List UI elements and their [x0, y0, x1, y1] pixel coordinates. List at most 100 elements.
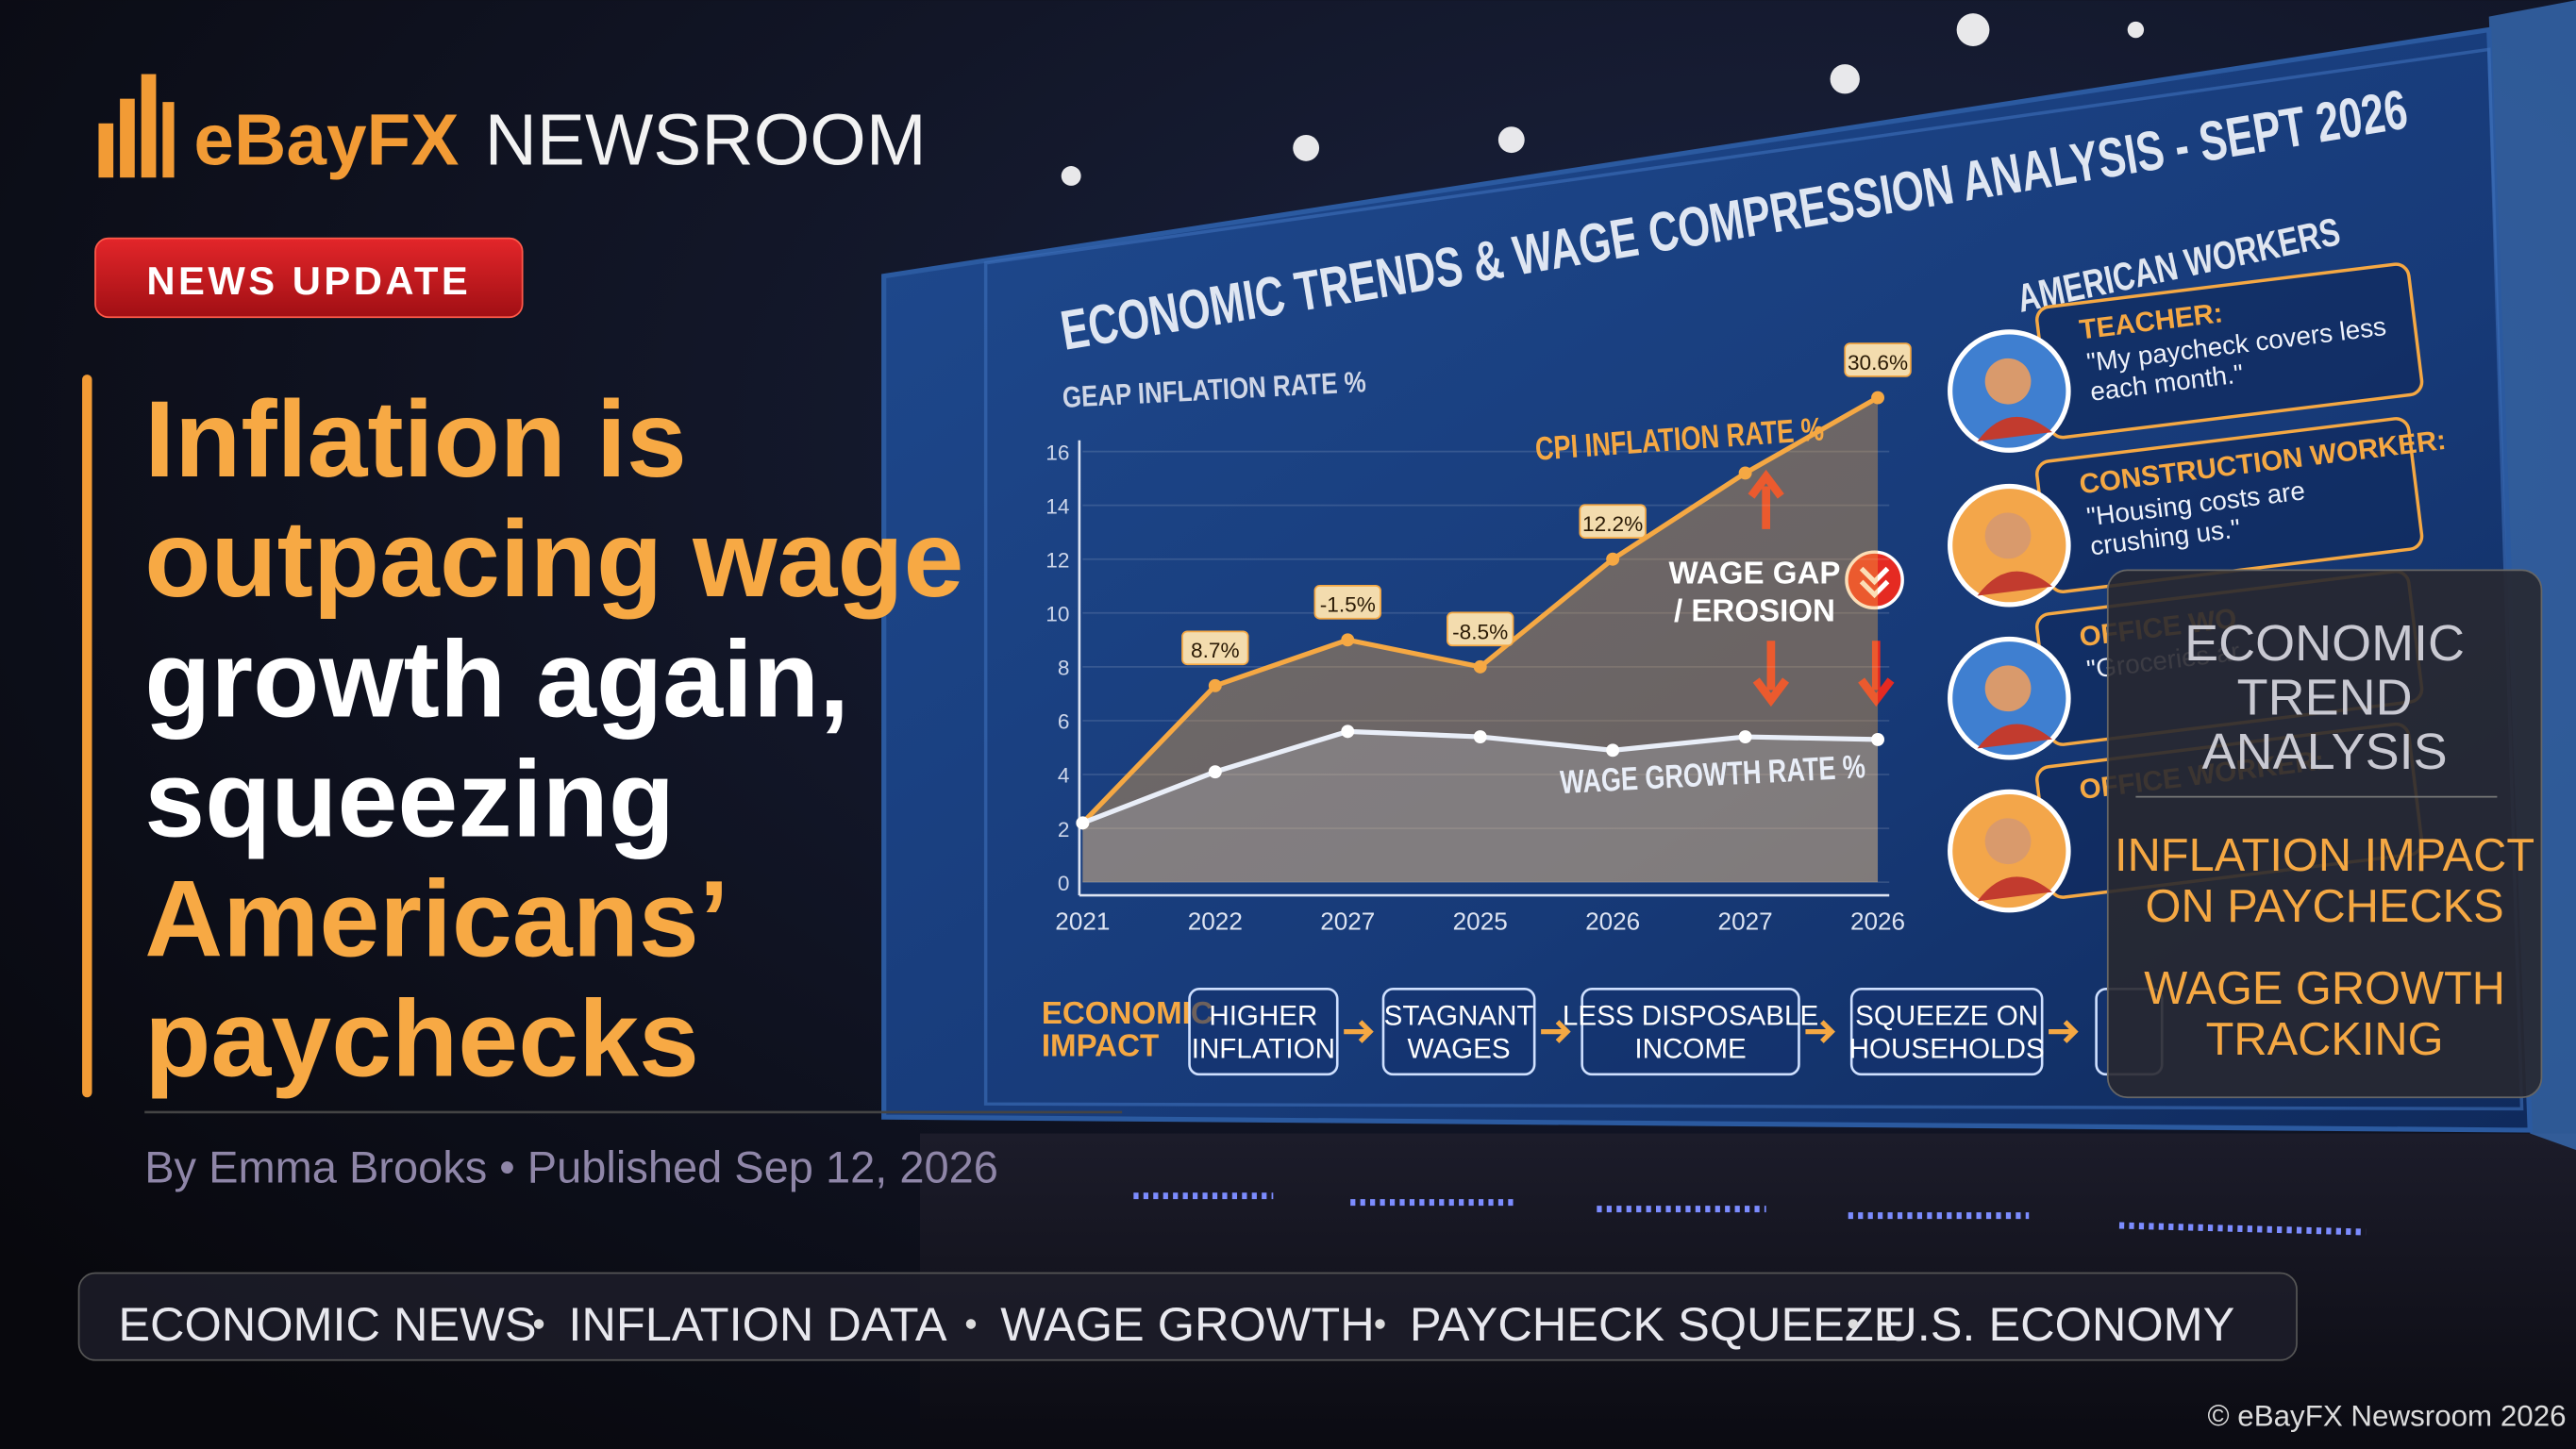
- point-label-bg: [1447, 611, 1514, 647]
- tag: U.S. ECONOMY: [1882, 1297, 2234, 1351]
- point-label: 30.6%: [1848, 351, 1908, 375]
- x-tick-label: 2026: [1850, 908, 1905, 936]
- point-label: -1.5%: [1320, 593, 1376, 617]
- y-tick-label: 0: [1058, 872, 1070, 895]
- point-label-bg: [1844, 342, 1912, 377]
- tag: INFLATION DATA: [568, 1297, 946, 1351]
- point-label: -8.5%: [1452, 620, 1508, 643]
- overlay-item: WAGE GROWTH: [2144, 963, 2505, 1014]
- y-tick-label: 6: [1058, 710, 1070, 734]
- point: [1871, 732, 1885, 746]
- down-arrows: [1752, 641, 1895, 708]
- overlay-title: ANALYSIS: [2202, 724, 2448, 780]
- avatar-body: [1977, 724, 2053, 749]
- alert-chevron: [1859, 566, 1890, 599]
- byline: By Emma Brooks • Published Sep 12, 2026: [144, 1142, 998, 1192]
- x-tick-label: 2021: [1055, 908, 1110, 936]
- flow-step: INFLATION: [1192, 1033, 1335, 1064]
- headline-line: Americans’: [144, 858, 729, 979]
- point-label: 12.2%: [1582, 512, 1643, 536]
- avatar-face: [1984, 818, 2032, 865]
- tag: ECONOMIC NEWS: [118, 1297, 536, 1351]
- badge-bg: [94, 237, 524, 319]
- avatar-body: [1977, 416, 2053, 441]
- y-tick-label: 4: [1058, 764, 1070, 788]
- point-label-bg: [1313, 585, 1381, 620]
- x-tick-label: 2025: [1453, 908, 1508, 936]
- flow-box: [1381, 988, 1536, 1076]
- flow-step: HOUSEHOLDS: [1849, 1033, 2045, 1064]
- avatar-body: [1977, 571, 2053, 596]
- headline-line: squeezing: [144, 739, 675, 859]
- x-tick-label: 2026: [1585, 908, 1640, 936]
- point: [1208, 765, 1222, 779]
- flow-arrow: [1541, 1020, 1571, 1043]
- annotation: / EROSION: [1674, 593, 1835, 628]
- point: [1606, 743, 1620, 758]
- headline-line: paychecks: [144, 979, 699, 1100]
- flow-step: SQUEEZE ON: [1855, 1001, 2038, 1032]
- point: [1076, 816, 1090, 830]
- brand-accent: eBayFX: [193, 100, 459, 180]
- headline-line: growth again,: [144, 619, 849, 740]
- logo: [98, 74, 175, 178]
- headline-line: outpacing wage: [144, 499, 963, 620]
- point: [1871, 391, 1885, 405]
- point: [1606, 552, 1620, 566]
- tag: PAYCHECK SQUEEZE: [1410, 1297, 1906, 1351]
- worker-card: CONSTRUCTION WORKER:"Housing costs arecr…: [1948, 417, 2448, 608]
- x-tick-label: 2027: [1718, 908, 1773, 936]
- point: [1208, 678, 1222, 692]
- flow-arrow: [1344, 1020, 1374, 1043]
- overlay-item: INFLATION IMPACT: [2115, 830, 2534, 881]
- y-tick-label: 10: [1045, 603, 1069, 626]
- flow-box: [1188, 988, 1339, 1076]
- overlay-panel: [2106, 569, 2543, 1099]
- point: [1473, 730, 1487, 744]
- series-area: [1082, 731, 1879, 883]
- point: [1473, 659, 1487, 674]
- flow-arrow: [1805, 1020, 1835, 1043]
- tag-bar: [77, 1272, 2298, 1361]
- flow-step: WAGES: [1408, 1033, 1511, 1064]
- point-label-bg: [1579, 504, 1647, 539]
- point: [1341, 724, 1355, 739]
- point-label: 8.7%: [1191, 639, 1240, 662]
- stage-lights: [1061, 13, 2145, 186]
- overlay-item: ON PAYCHECKS: [2146, 881, 2504, 932]
- flow-step: STAGNANT: [1384, 1001, 1534, 1032]
- tag-separator: [1375, 1319, 1385, 1329]
- badge-text: NEWS UPDATE: [146, 258, 471, 303]
- up-arrow: [1748, 469, 1784, 529]
- overlay-title: ECONOMIC: [2184, 615, 2465, 672]
- x-tick-label: 2027: [1320, 908, 1375, 936]
- point: [1738, 730, 1752, 744]
- headline-line: Inflation is: [144, 379, 687, 500]
- point: [1341, 633, 1355, 647]
- screen-frame: [983, 47, 2524, 1111]
- x-tick-label: 2022: [1188, 908, 1243, 936]
- y-tick-label: 8: [1058, 657, 1070, 680]
- point-label-bg: [1181, 630, 1249, 666]
- tag-separator: [1848, 1319, 1859, 1329]
- flow-step: LESS DISPOSABLE: [1563, 1001, 1818, 1032]
- avatar-face: [1984, 512, 2032, 559]
- overlay-item: TRACKING: [2206, 1014, 2444, 1065]
- flow-arrow: [2049, 1020, 2079, 1043]
- y-tick-label: 2: [1058, 818, 1070, 841]
- avatar-body: [1977, 876, 2053, 902]
- avatar-face: [1984, 665, 2032, 712]
- y-tick-label: 14: [1045, 494, 1069, 518]
- annotation: WAGE GAP: [1668, 556, 1840, 591]
- overlay-title: TREND: [2237, 670, 2413, 726]
- flow-step: INCOME: [1634, 1033, 1746, 1064]
- y-tick-label: 16: [1045, 441, 1069, 464]
- accent-bar: [82, 375, 92, 1098]
- flow-box: [1849, 988, 2044, 1076]
- tag-separator: [965, 1319, 977, 1329]
- brand-name: NEWSROOM: [485, 100, 927, 180]
- led-strips: [1133, 1192, 2367, 1236]
- tag: WAGE GROWTH: [1000, 1297, 1374, 1351]
